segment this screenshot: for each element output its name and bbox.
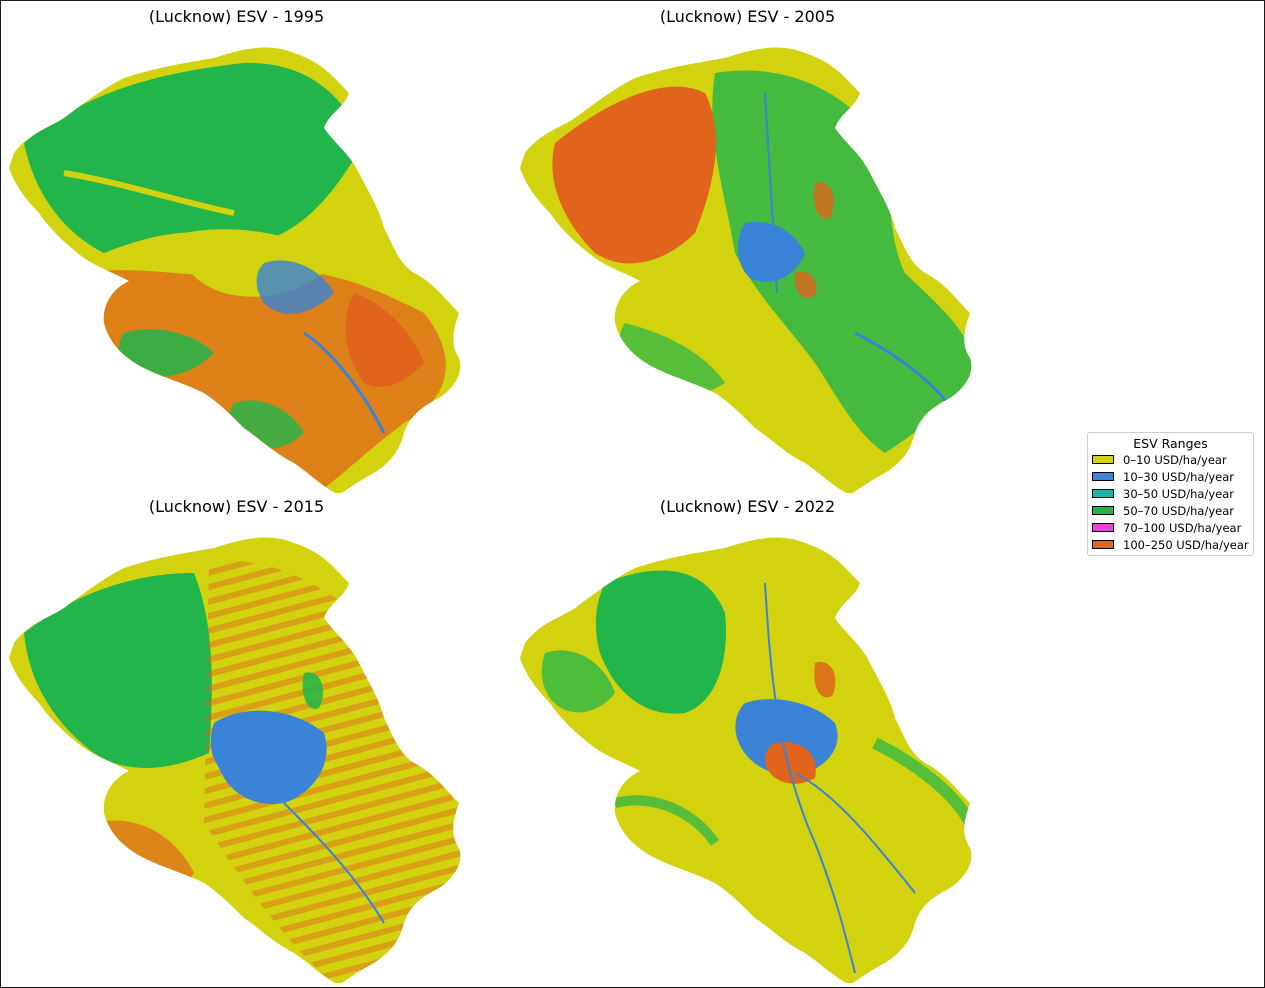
legend-label: 0–10 USD/ha/year (1123, 452, 1227, 467)
legend-item-70-100: 70–100 USD/ha/year (1088, 519, 1253, 536)
legend-swatch (1092, 455, 1114, 464)
legend-item-0-10: 0–10 USD/ha/year (1088, 451, 1253, 468)
legend-swatch (1092, 489, 1114, 498)
legend-label: 100–250 USD/ha/year (1123, 537, 1249, 552)
district-map (520, 537, 972, 983)
map-panel-2015: (Lucknow) ESV - 2015 (4, 497, 469, 983)
legend: ESV Ranges 0–10 USD/ha/year 10–30 USD/ha… (1087, 432, 1254, 556)
legend-swatch (1092, 472, 1114, 481)
map-title: (Lucknow) ESV - 1995 (148, 7, 325, 26)
district-map (9, 47, 461, 493)
district-map (9, 537, 461, 983)
legend-swatch (1092, 540, 1114, 549)
map-panel-2005: (Lucknow) ESV - 2005 (515, 7, 980, 493)
legend-title: ESV Ranges (1133, 436, 1208, 451)
legend-swatch (1092, 506, 1114, 515)
legend-item-50-70: 50–70 USD/ha/year (1088, 502, 1253, 519)
map-panel-2022: (Lucknow) ESV - 2022 (515, 497, 980, 983)
legend-label: 30–50 USD/ha/year (1123, 486, 1234, 501)
legend-swatch (1092, 523, 1114, 532)
legend-label: 10–30 USD/ha/year (1123, 469, 1234, 484)
map-title: (Lucknow) ESV - 2005 (659, 7, 836, 26)
map-title: (Lucknow) ESV - 2015 (148, 497, 325, 516)
esv-patches (552, 70, 972, 453)
legend-label: 70–100 USD/ha/year (1123, 520, 1242, 535)
legend-label: 50–70 USD/ha/year (1123, 503, 1234, 518)
legend-item-10-30: 10–30 USD/ha/year (1088, 468, 1253, 485)
esv-patches (24, 561, 461, 983)
esv-patches (541, 570, 972, 974)
map-panel-1995: (Lucknow) ESV - 1995 (4, 7, 469, 493)
legend-item-100-250: 100–250 USD/ha/year (1088, 536, 1253, 553)
legend-item-30-50: 30–50 USD/ha/year (1088, 485, 1253, 502)
esv-patches (24, 62, 446, 493)
map-title: (Lucknow) ESV - 2022 (659, 497, 836, 516)
district-map (520, 47, 972, 493)
